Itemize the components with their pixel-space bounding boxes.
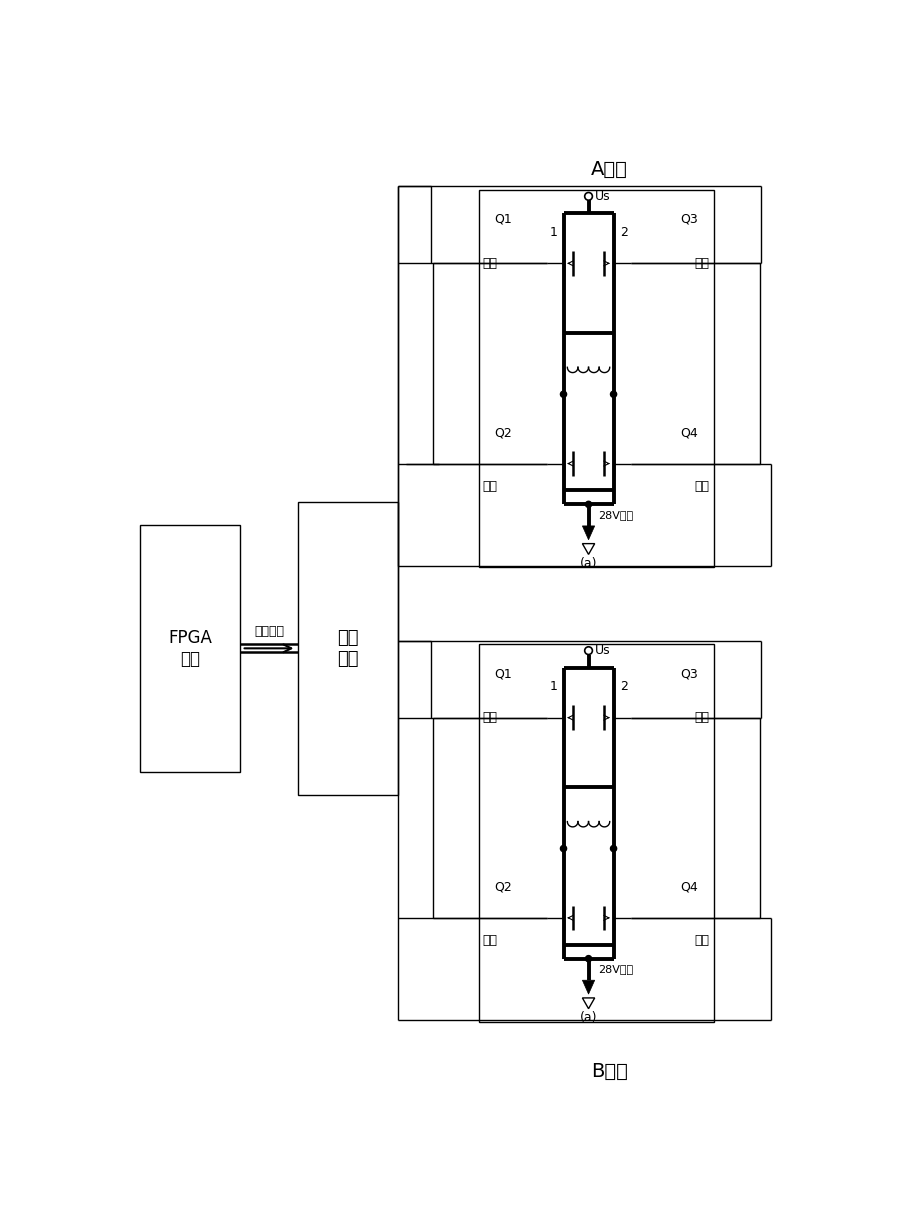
Text: 右下: 右下	[695, 480, 710, 493]
Text: 28V回线: 28V回线	[598, 965, 633, 975]
Circle shape	[560, 845, 567, 851]
Text: 左上: 左上	[482, 256, 498, 270]
Text: 左上: 左上	[482, 711, 498, 724]
Text: Q4: Q4	[680, 426, 698, 440]
Text: 1: 1	[549, 680, 558, 694]
Circle shape	[585, 192, 592, 200]
Text: Q2: Q2	[494, 426, 512, 440]
Text: Q1: Q1	[494, 668, 512, 680]
Circle shape	[611, 391, 616, 397]
Circle shape	[585, 956, 591, 962]
Text: Q4: Q4	[680, 881, 698, 893]
Text: 右下: 右下	[695, 934, 710, 947]
Text: (a): (a)	[580, 557, 597, 570]
Text: 2: 2	[620, 680, 627, 694]
Bar	[479, 644, 713, 1021]
Bar	[298, 503, 398, 795]
Text: A绕组: A绕组	[591, 160, 628, 179]
Text: Q3: Q3	[680, 668, 698, 680]
Bar	[479, 190, 713, 568]
Text: Q3: Q3	[680, 213, 698, 225]
Text: B绕组: B绕组	[591, 1062, 628, 1082]
Text: Us: Us	[595, 190, 611, 203]
Text: 28V回线: 28V回线	[598, 510, 633, 520]
Text: 并行信号: 并行信号	[254, 625, 284, 638]
Text: 右上: 右上	[695, 256, 710, 270]
Circle shape	[585, 647, 592, 654]
Text: 左下: 左下	[482, 480, 498, 493]
Text: 2: 2	[620, 225, 627, 239]
Polygon shape	[582, 981, 595, 994]
Text: Q2: Q2	[494, 881, 512, 893]
Text: 信号
放大: 信号 放大	[337, 630, 359, 668]
Text: 左下: 左下	[482, 934, 498, 947]
Circle shape	[585, 501, 591, 508]
Text: Q1: Q1	[494, 213, 512, 225]
Text: 1: 1	[549, 225, 558, 239]
Circle shape	[611, 845, 616, 851]
Circle shape	[560, 391, 567, 397]
Text: (a): (a)	[580, 1011, 597, 1025]
Bar	[140, 525, 240, 771]
Polygon shape	[582, 526, 595, 540]
Text: FPGA
器件: FPGA 器件	[168, 630, 212, 668]
Text: Us: Us	[595, 644, 611, 657]
Text: 右上: 右上	[695, 711, 710, 724]
